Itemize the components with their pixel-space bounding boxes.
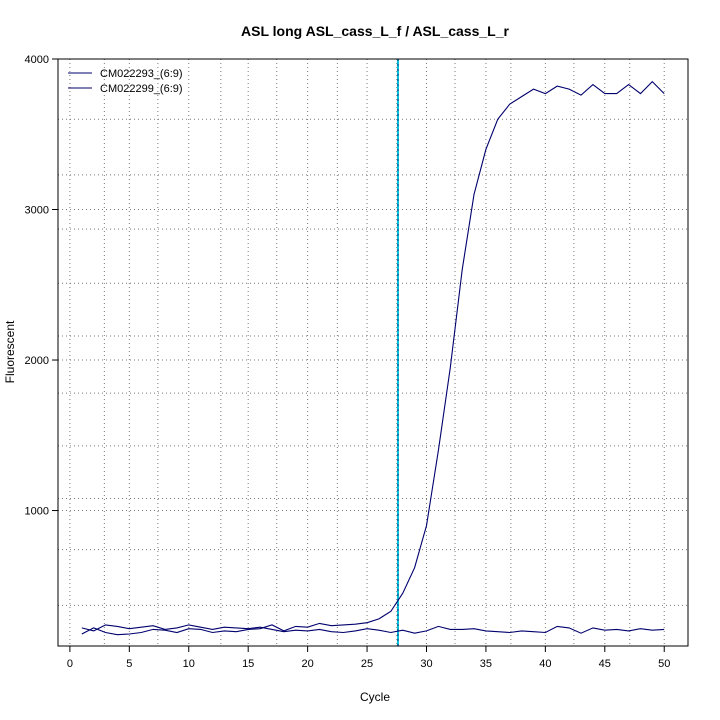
legend-label-1: CM022293_(6:9) <box>100 68 183 80</box>
y-tick-label: 1000 <box>25 506 49 518</box>
x-tick-label: 5 <box>126 658 132 670</box>
x-tick-label: 30 <box>420 658 432 670</box>
x-tick-label: 10 <box>183 658 195 670</box>
x-tick-label: 50 <box>658 658 670 670</box>
series-lines <box>81 80 665 636</box>
y-tick-label: 3000 <box>25 205 49 217</box>
axes: 0 5 10 15 20 25 30 35 40 45 50 1000 2000 3000 4000 <box>25 54 671 670</box>
series-line-1 <box>81 80 665 636</box>
legend-label-2: CM022299_(6:9) <box>100 83 183 95</box>
x-tick-label: 0 <box>67 658 73 670</box>
series-line-2 <box>81 624 665 634</box>
grid-lines <box>58 58 688 646</box>
legend: CM022293_(6:9) CM022299_(6:9) <box>68 68 183 95</box>
x-tick-label: 15 <box>242 658 254 670</box>
chart-title: ASL long ASL_cass_L_f / ASL_cass_L_r <box>241 23 509 39</box>
x-tick-label: 40 <box>539 658 551 670</box>
x-tick-label: 25 <box>361 658 373 670</box>
x-axis-label: Cycle <box>360 690 390 704</box>
x-tick-label: 45 <box>599 658 611 670</box>
y-axis-label: Fluorescent <box>3 320 17 383</box>
plot-frame <box>57 58 689 647</box>
y-tick-label: 2000 <box>25 355 49 367</box>
x-tick-label: 20 <box>301 658 313 670</box>
x-tick-label: 35 <box>480 658 492 670</box>
y-tick-label: 4000 <box>25 54 49 66</box>
